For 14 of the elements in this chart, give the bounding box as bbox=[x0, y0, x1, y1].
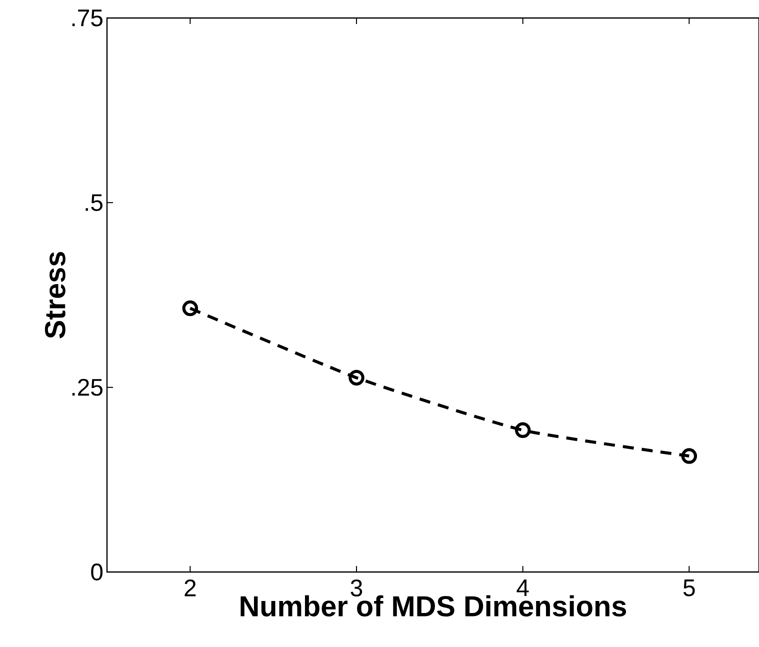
y-tick-label: .75 bbox=[72, 10, 102, 26]
point bbox=[514, 422, 531, 438]
y-tick-label: .5 bbox=[86, 194, 102, 212]
x-tick-label: 3 bbox=[350, 580, 362, 596]
point bbox=[182, 300, 198, 316]
x-tick-label: 4 bbox=[516, 580, 529, 596]
x-tick-label: 5 bbox=[683, 580, 695, 596]
y-tick-label: 0 bbox=[91, 564, 103, 580]
y-axis-title: Stress bbox=[44, 252, 66, 338]
point bbox=[681, 448, 698, 464]
x-tick-label: 2 bbox=[184, 580, 196, 596]
y-tick-label: .25 bbox=[72, 378, 102, 396]
x-axis-title: Number of MDS Dimensions bbox=[240, 595, 626, 617]
point bbox=[348, 370, 364, 386]
